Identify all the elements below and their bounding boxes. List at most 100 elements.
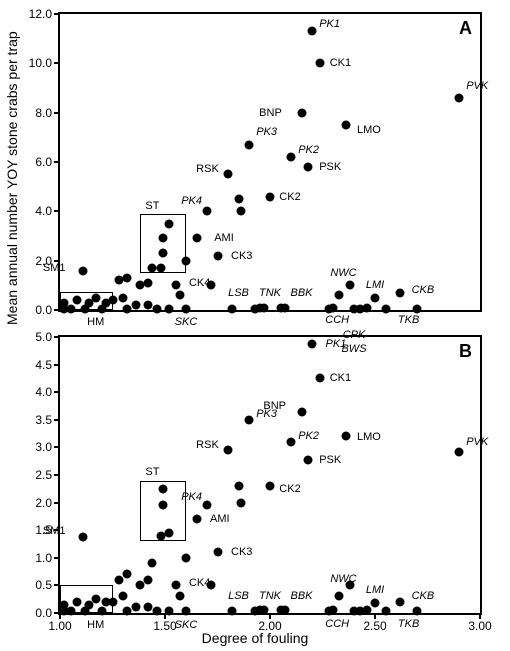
data-point [381, 304, 390, 313]
data-point [152, 304, 161, 313]
y-tick-label: 2.0 [35, 496, 52, 510]
data-point [371, 599, 380, 608]
point-label: RSK [196, 163, 219, 175]
point-label: CK1 [330, 57, 351, 69]
data-point [91, 595, 100, 604]
point-label: SKC [175, 316, 198, 328]
data-point [165, 304, 174, 313]
point-label: HM [87, 619, 104, 631]
point-label: CCH [325, 314, 349, 326]
data-point [381, 607, 390, 616]
data-point [148, 559, 157, 568]
x-tick-label: 2.00 [258, 619, 281, 633]
point-label: CK4 [189, 277, 210, 289]
panel-a: A 0.02.04.06.08.010.012.0SM1HMSTAMISKCPK… [58, 12, 482, 312]
point-label: SKC [175, 619, 198, 631]
data-point [335, 592, 344, 601]
data-point [228, 607, 237, 616]
point-label: CK4 [189, 577, 210, 589]
data-point [158, 234, 167, 243]
x-axis-label: Degree of fouling [0, 630, 510, 646]
data-point [266, 482, 275, 491]
data-point [108, 597, 117, 606]
point-label: CK3 [231, 250, 252, 262]
data-point [123, 273, 132, 282]
point-label: PK4 [181, 195, 202, 207]
data-point [171, 581, 180, 590]
data-point [303, 162, 312, 171]
data-point [175, 291, 184, 300]
point-label: CK2 [279, 191, 300, 203]
data-point [98, 607, 107, 616]
y-tick-label: 4.0 [35, 385, 52, 399]
data-point [341, 121, 350, 130]
data-point [119, 592, 128, 601]
data-point [280, 606, 289, 615]
data-point [144, 575, 153, 584]
data-point [108, 296, 117, 305]
data-point [413, 304, 422, 313]
data-point [287, 437, 296, 446]
data-point [345, 281, 354, 290]
data-point [213, 548, 222, 557]
data-point [396, 597, 405, 606]
data-point [123, 570, 132, 579]
panel-letter-b: B [459, 341, 472, 362]
point-label: CK3 [231, 546, 252, 558]
data-point [182, 256, 191, 265]
data-point [79, 532, 88, 541]
point-label: BBK [290, 287, 312, 299]
point-label: AMI [210, 513, 230, 525]
point-label: PSK [319, 454, 341, 466]
data-point [66, 607, 75, 616]
point-label: BBK [290, 590, 312, 602]
data-point [72, 597, 81, 606]
data-point [192, 234, 201, 243]
point-label: TKB [398, 314, 419, 326]
y-tick-label: 10.0 [29, 56, 52, 70]
data-point [203, 207, 212, 216]
point-label: NWC [330, 573, 356, 585]
data-point [156, 264, 165, 273]
point-label: PK1 [326, 338, 347, 350]
data-point [114, 575, 123, 584]
data-point [79, 266, 88, 275]
data-point [228, 304, 237, 313]
data-point [165, 607, 174, 616]
point-label: CKB [412, 284, 435, 296]
data-point [60, 600, 69, 609]
point-label: PSK [319, 161, 341, 173]
data-point [131, 301, 140, 310]
y-tick-label: 3.0 [35, 440, 52, 454]
x-tick-label: 1.50 [153, 619, 176, 633]
data-point [91, 293, 100, 302]
data-point [203, 501, 212, 510]
data-point [165, 528, 174, 537]
point-label: SM1 [43, 525, 66, 537]
y-tick-label: 12.0 [29, 7, 52, 21]
data-point [158, 249, 167, 258]
data-point [158, 484, 167, 493]
data-point [224, 446, 233, 455]
point-label: CCH [325, 618, 349, 630]
data-point [182, 553, 191, 562]
x-tick-label: 3.00 [468, 619, 491, 633]
y-tick-label: 5.0 [35, 330, 52, 344]
data-point [234, 482, 243, 491]
y-tick-label: 1.0 [35, 551, 52, 565]
data-point [297, 108, 306, 117]
point-label: LMO [357, 431, 381, 443]
data-point [192, 515, 201, 524]
y-tick-label: 0.0 [35, 303, 52, 317]
data-point [329, 303, 338, 312]
point-label: PK4 [181, 491, 202, 503]
data-point [245, 415, 254, 424]
data-point [266, 192, 275, 201]
data-point [144, 278, 153, 287]
point-label: PK2 [298, 144, 319, 156]
point-label: TNK [259, 590, 281, 602]
point-label: CK1 [330, 372, 351, 384]
y-tick-label: 0.5 [35, 578, 52, 592]
point-label: HM [87, 316, 104, 328]
data-point [362, 606, 371, 615]
